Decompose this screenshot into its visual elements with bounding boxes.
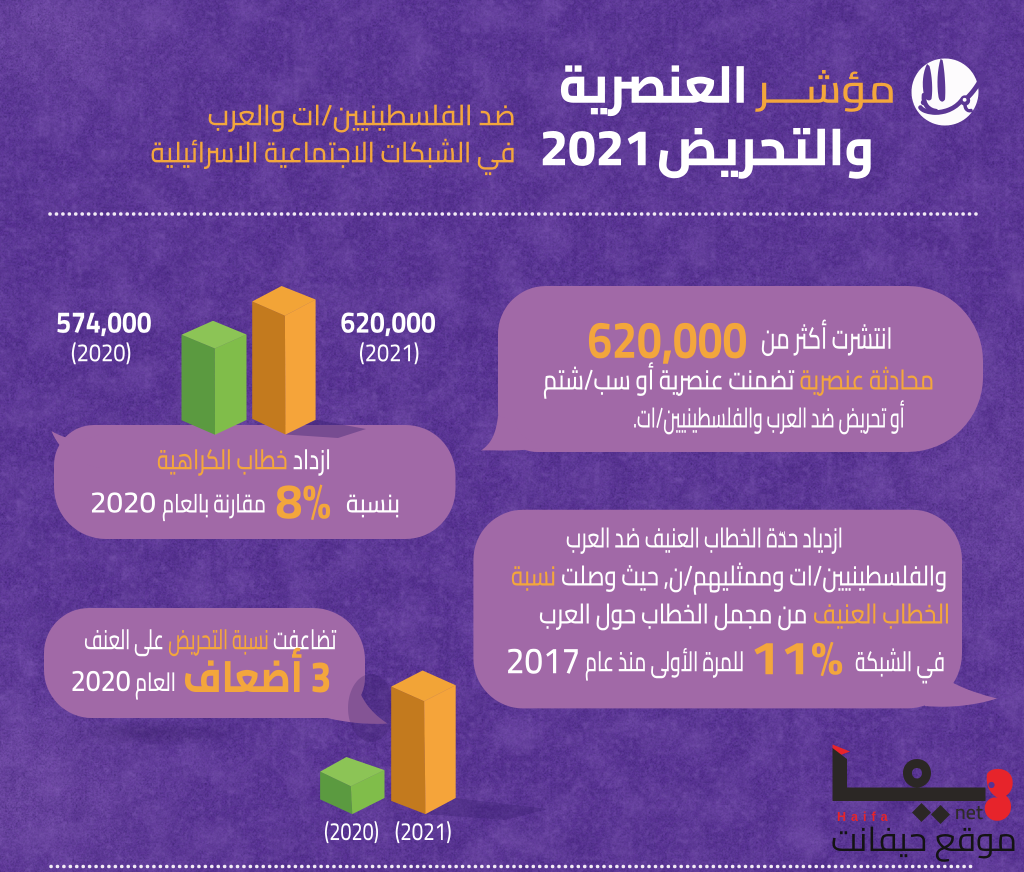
svg-text:Haifa: Haifa [837,810,893,824]
